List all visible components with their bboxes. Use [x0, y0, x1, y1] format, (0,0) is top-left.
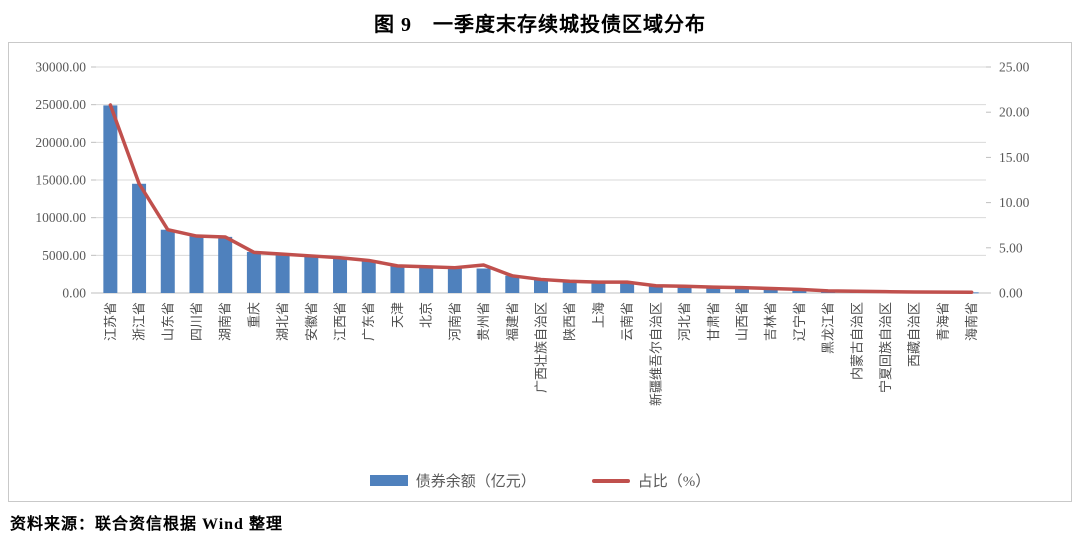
bar-北京	[419, 266, 434, 293]
category-label-北京: 北京	[419, 302, 434, 328]
bar-安徽省	[304, 256, 319, 293]
right-axis-tick-label: 5.00	[999, 240, 1023, 255]
bar-江西省	[333, 257, 348, 293]
left-axis-tick-label: 0.00	[62, 286, 86, 301]
right-axis-tick-label: 10.00	[999, 195, 1030, 210]
legend-label-balance: 债券余额（亿元）	[415, 474, 536, 490]
category-label-西藏自治区: 西藏自治区	[907, 302, 922, 367]
category-label-海南省: 海南省	[964, 302, 979, 341]
category-label-黑龙江省: 黑龙江省	[821, 302, 836, 354]
category-label-陕西省: 陕西省	[562, 302, 577, 341]
bar-浙江省	[132, 183, 147, 293]
category-label-吉林省: 吉林省	[763, 302, 778, 341]
category-label-江苏省: 江苏省	[103, 302, 118, 341]
combo-chart: 0.00 5000.00 10000.00 15000.00 20000.00 25000…	[35, 60, 1030, 407]
bar-河南省	[447, 267, 462, 293]
category-label-江西省: 江西省	[333, 302, 348, 341]
right-axis-tick-label: 20.00	[999, 105, 1030, 120]
category-label-辽宁省: 辽宁省	[792, 302, 807, 341]
category-label-贵州省: 贵州省	[476, 302, 491, 341]
left-axis-tick-label: 20000.00	[35, 135, 86, 150]
category-label-重庆: 重庆	[246, 302, 261, 328]
category-label-青海省: 青海省	[935, 302, 950, 341]
bar-新疆维吾尔自治区	[648, 285, 663, 293]
category-label-浙江省: 浙江省	[132, 302, 147, 341]
left-axis-tick-label: 25000.00	[35, 97, 86, 112]
bar-广西壮族自治区	[534, 279, 548, 293]
bar-湖南省	[218, 236, 233, 293]
bar-四川省	[189, 236, 204, 293]
right-axis-tick-label: 15.00	[999, 150, 1030, 165]
category-label-甘肃省: 甘肃省	[706, 302, 721, 341]
chart-title: 图 9 一季度末存续城投债区域分布	[374, 14, 706, 36]
bar-广东省	[361, 260, 376, 293]
right-axis-tick-label: 0.00	[999, 286, 1023, 301]
bar-陕西省	[562, 281, 577, 293]
left-axis-tick-label: 30000.00	[35, 60, 86, 75]
bar-江苏省	[103, 105, 118, 293]
category-label-福建省: 福建省	[505, 302, 520, 341]
category-label-山西省: 山西省	[734, 302, 749, 341]
source-note: 资料来源：联合资信根据 Wind 整理	[10, 516, 283, 533]
category-label-天津: 天津	[390, 302, 405, 328]
bar-甘肃省	[706, 287, 721, 293]
bar-贵州省	[476, 268, 491, 293]
chart-legend: 债券余额（亿元） 占比（%）	[9, 470, 1071, 491]
left-axis-tick-label: 15000.00	[35, 173, 86, 188]
bar-series-swatch	[369, 475, 408, 486]
bar-河北省	[677, 286, 692, 293]
bar-湖北省	[275, 253, 290, 293]
bar-山西省	[734, 287, 749, 293]
bar-天津	[390, 265, 405, 293]
category-label-山东省: 山东省	[160, 302, 175, 341]
right-axis-tick-label: 25.00	[999, 60, 1030, 75]
category-label-河北省: 河北省	[677, 302, 692, 341]
category-label-内蒙古自治区: 内蒙古自治区	[849, 302, 864, 380]
share-line	[108, 103, 974, 295]
bar-辽宁省	[792, 289, 807, 293]
category-label-湖北省: 湖北省	[275, 302, 290, 341]
category-label-上海: 上海	[591, 302, 606, 328]
left-axis-tick-label: 5000.00	[42, 248, 86, 263]
category-label-四川省: 四川省	[189, 302, 204, 341]
legend-label-share: 占比（%）	[637, 474, 711, 490]
bar-山东省	[160, 229, 175, 293]
bar-吉林省	[763, 288, 778, 293]
chart-frame: 0.00 5000.00 10000.00 15000.00 20000.00 25000…	[8, 42, 1072, 502]
category-label-宁夏回族自治区: 宁夏回族自治区	[878, 302, 893, 393]
category-label-广西壮族自治区: 广西壮族自治区	[534, 302, 549, 393]
bar-福建省	[505, 275, 520, 293]
category-label-新疆维吾尔自治区: 新疆维吾尔自治区	[648, 302, 663, 406]
line-series-swatch	[591, 478, 630, 483]
category-label-河南省: 河南省	[447, 302, 462, 341]
bar-重庆	[246, 251, 261, 293]
bar-云南省	[620, 282, 635, 293]
category-label-广东省: 广东省	[361, 302, 376, 341]
bar-上海	[591, 282, 606, 293]
category-label-湖南省: 湖南省	[218, 302, 233, 341]
category-label-安徽省: 安徽省	[304, 302, 319, 341]
category-label-云南省: 云南省	[620, 302, 635, 341]
left-axis-tick-label: 10000.00	[35, 210, 86, 225]
legend-item-balance: 债券余额（亿元）	[369, 470, 536, 491]
legend-item-share: 占比（%）	[591, 470, 711, 491]
